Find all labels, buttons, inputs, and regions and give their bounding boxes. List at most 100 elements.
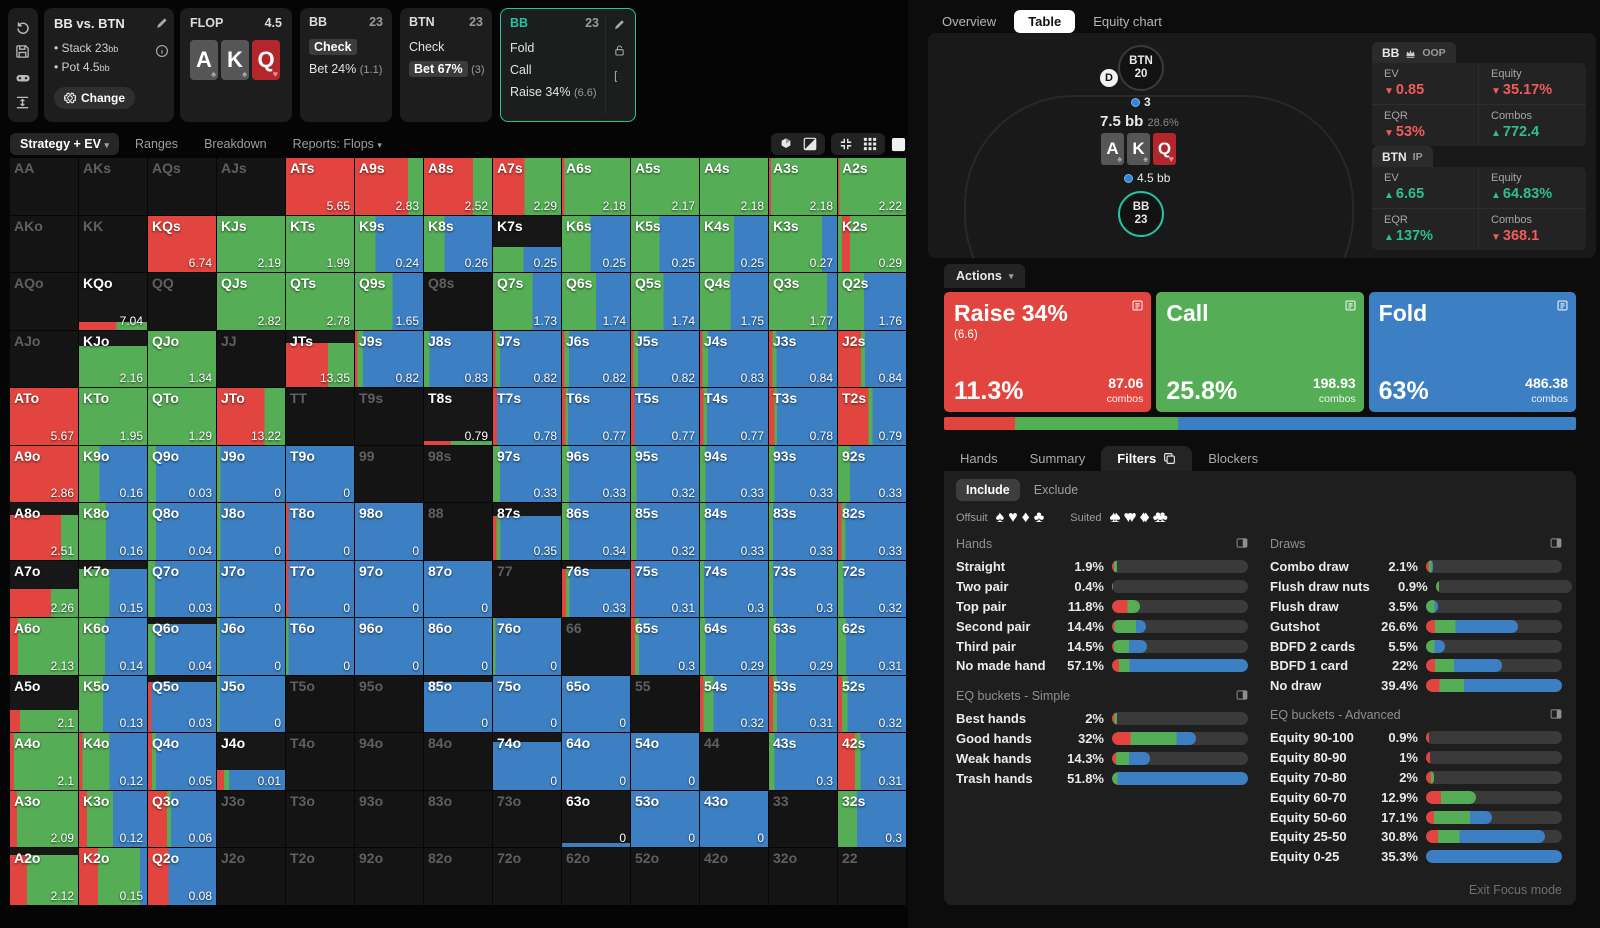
matrix-cell-95o[interactable]: 95o <box>355 675 423 733</box>
matrix-cell-86s[interactable]: 86s 0.34 <box>562 503 630 560</box>
matrix-cell-K9s[interactable]: K9s 0.24 <box>355 215 423 273</box>
matrix-cell-Q8s[interactable]: Q8s <box>424 273 492 330</box>
suited-diamond-icon[interactable]: ♦♦ <box>1139 509 1150 526</box>
matrix-cell-KQo[interactable]: KQo 7.04 <box>79 273 147 330</box>
panel-toggle-icon[interactable] <box>1550 537 1562 551</box>
matrix-cell-54o[interactable]: 54o 0 <box>631 733 699 790</box>
matrix-cell-86o[interactable]: 86o 0 <box>424 618 492 675</box>
matrix-cell-T5o[interactable]: T5o <box>286 675 354 733</box>
matrix-cell-22[interactable]: 22 <box>838 848 906 905</box>
matrix-cell-T2s[interactable]: T2s 0.79 <box>838 388 906 445</box>
tab-table[interactable]: Table <box>1014 9 1076 33</box>
matrix-cell-K5o[interactable]: K5o 0.13 <box>79 675 147 733</box>
filter-row-equity-80-90[interactable]: Equity 80-90 1% <box>1270 748 1562 768</box>
practice-icon[interactable] <box>15 70 31 86</box>
matrix-cell-55[interactable]: 55 <box>631 675 699 733</box>
matrix-cell-62s[interactable]: 62s 0.31 <box>838 618 906 675</box>
panel-toggle-icon[interactable] <box>1236 689 1248 703</box>
matrix-cell-TT[interactable]: TT <box>286 388 354 445</box>
matrix-cell-A3o[interactable]: A3o 2.09 <box>10 790 78 848</box>
matrix-cell-T6o[interactable]: T6o 0 <box>286 618 354 675</box>
filter-row-flush-draw[interactable]: Flush draw 3.5% <box>1270 597 1562 617</box>
matrix-cell-Q3o[interactable]: Q3o 0.06 <box>148 790 216 848</box>
matrix-cell-T2o[interactable]: T2o <box>286 848 354 905</box>
filter-row-bdfd-2-cards[interactable]: BDFD 2 cards 5.5% <box>1270 636 1562 656</box>
split-view-icon[interactable] <box>803 137 817 151</box>
matrix-cell-AQo[interactable]: AQo <box>10 273 78 330</box>
matrix-cell-53s[interactable]: 53s 0.31 <box>769 675 837 733</box>
matrix-cell-T8o[interactable]: T8o 0 <box>286 503 354 560</box>
edit-pencil-icon[interactable] <box>155 16 169 30</box>
matrix-cell-Q3s[interactable]: Q3s 1.77 <box>769 273 837 330</box>
matrix-cell-98o[interactable]: 98o 0 <box>355 503 423 560</box>
matrix-cell-K9o[interactable]: K9o 0.16 <box>79 445 147 503</box>
tab-summary[interactable]: Summary <box>1029 451 1086 466</box>
filter-row-equity-25-50[interactable]: Equity 25-50 30.8% <box>1270 827 1562 847</box>
center-view-icon[interactable] <box>839 137 853 151</box>
stack-depth-icon[interactable] <box>15 95 31 111</box>
matrix-cell-95s[interactable]: 95s 0.32 <box>631 445 699 503</box>
matrix-cell-K4o[interactable]: K4o 0.12 <box>79 733 147 790</box>
filter-row-no-made-hand[interactable]: No made hand 57.1% <box>956 656 1248 676</box>
matrix-cell-K4s[interactable]: K4s 0.25 <box>700 215 768 273</box>
node-action-check[interactable]: Check <box>409 40 445 54</box>
matrix-cell-J4o[interactable]: J4o 0.01 <box>217 733 285 790</box>
offsuit-heart-icon[interactable]: ♥ <box>1008 509 1022 526</box>
filter-row-weak-hands[interactable]: Weak hands 14.3% <box>956 749 1248 769</box>
matrix-cell-64s[interactable]: 64s 0.29 <box>700 618 768 675</box>
matrix-cell-A3s[interactable]: A3s 2.18 <box>769 158 837 215</box>
matrix-cell-65o[interactable]: 65o 0 <box>562 675 630 733</box>
matrix-cell-87s[interactable]: 87s 0.35 <box>493 503 561 560</box>
copy-icon[interactable] <box>1556 299 1569 312</box>
matrix-cell-32s[interactable]: 32s 0.3 <box>838 790 906 848</box>
matrix-cell-J2s[interactable]: J2s 0.84 <box>838 330 906 388</box>
matrix-cell-A5s[interactable]: A5s 2.17 <box>631 158 699 215</box>
filter-row-no-draw[interactable]: No draw 39.4% <box>1270 676 1562 696</box>
matrix-cell-96o[interactable]: 96o 0 <box>355 618 423 675</box>
matrix-cell-83o[interactable]: 83o <box>424 790 492 848</box>
matrix-cell-85o[interactable]: 85o 0 <box>424 675 492 733</box>
matrix-cell-54s[interactable]: 54s 0.32 <box>700 675 768 733</box>
offsuit-spade-icon[interactable]: ♠ <box>995 509 1009 526</box>
matrix-cell-T7s[interactable]: T7s 0.78 <box>493 388 561 445</box>
matrix-cell-J6o[interactable]: J6o 0 <box>217 618 285 675</box>
actions-dropdown[interactable]: Actions ▾ <box>944 264 1026 288</box>
matrix-cell-J7s[interactable]: J7s 0.82 <box>493 330 561 388</box>
matrix-cell-K3o[interactable]: K3o 0.12 <box>79 790 147 848</box>
matrix-cell-T3o[interactable]: T3o <box>286 790 354 848</box>
matrix-cell-JTo[interactable]: JTo 13.22 <box>217 388 285 445</box>
matrix-cell-KTo[interactable]: KTo 1.95 <box>79 388 147 445</box>
matrix-cell-Q7o[interactable]: Q7o 0.03 <box>148 560 216 618</box>
suited-club-icon[interactable]: ♣♣ <box>1152 509 1168 526</box>
matrix-cell-66[interactable]: 66 <box>562 618 630 675</box>
matrix-cell-Q6s[interactable]: Q6s 1.74 <box>562 273 630 330</box>
tab-hands[interactable]: Hands <box>960 451 998 466</box>
lock-icon[interactable] <box>613 44 626 57</box>
matrix-cell-K8s[interactable]: K8s 0.26 <box>424 215 492 273</box>
seat-btn[interactable]: BTN 20 <box>1118 45 1164 91</box>
matrix-cell-75s[interactable]: 75s 0.31 <box>631 560 699 618</box>
node-action-call[interactable]: Call <box>510 63 532 77</box>
matrix-cell-85s[interactable]: 85s 0.32 <box>631 503 699 560</box>
matrix-cell-KQs[interactable]: KQs 6.74 <box>148 215 216 273</box>
filter-row-best-hands[interactable]: Best hands 2% <box>956 709 1248 729</box>
matrix-cell-J5s[interactable]: J5s 0.82 <box>631 330 699 388</box>
matrix-cell-QQ[interactable]: QQ <box>148 273 216 330</box>
matrix-cell-43o[interactable]: 43o 0 <box>700 790 768 848</box>
matrix-cell-A9o[interactable]: A9o 2.86 <box>10 445 78 503</box>
matrix-cell-ATs[interactable]: ATs 5.65 <box>286 158 354 215</box>
matrix-cell-A8s[interactable]: A8s 2.52 <box>424 158 492 215</box>
matrix-cell-32o[interactable]: 32o <box>769 848 837 905</box>
matrix-cell-K5s[interactable]: K5s 0.25 <box>631 215 699 273</box>
matrix-cell-A2o[interactable]: A2o 2.12 <box>10 848 78 905</box>
matrix-cell-QJo[interactable]: QJo 1.34 <box>148 330 216 388</box>
matrix-cell-K6o[interactable]: K6o 0.14 <box>79 618 147 675</box>
filter-row-equity-50-60[interactable]: Equity 50-60 17.1% <box>1270 807 1562 827</box>
tab-strategy-ev[interactable]: Strategy + EV ▾ <box>10 133 119 155</box>
matrix-cell-65s[interactable]: 65s 0.3 <box>631 618 699 675</box>
matrix-cell-K7s[interactable]: K7s 0.25 <box>493 215 561 273</box>
matrix-cell-97s[interactable]: 97s 0.33 <box>493 445 561 503</box>
reset-icon[interactable] <box>15 19 31 35</box>
tab-equity-chart[interactable]: Equity chart <box>1093 13 1162 29</box>
save-icon[interactable] <box>15 44 31 60</box>
